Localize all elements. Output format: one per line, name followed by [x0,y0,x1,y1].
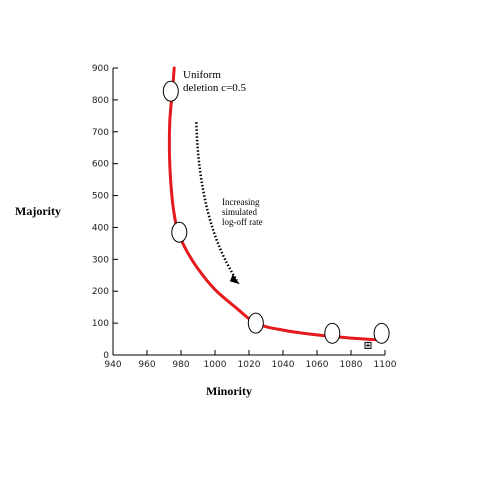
x-tick-label: 980 [172,360,189,370]
arrow-head [229,274,240,285]
data-point-marker [171,221,188,243]
data-point-marker [247,312,264,334]
y-tick-label: 600 [92,160,109,170]
x-tick-label: 1060 [306,360,329,370]
y-ticks: 0 100 200 300 400 500 600 700 800 900 [92,64,118,361]
data-point-marker [324,322,341,344]
y-tick-label: 0 [103,351,109,361]
annotation-uniform: Uniform deletion c=0.5 [183,69,247,94]
y-tick-label: 400 [92,223,109,233]
y-tick-label: 800 [92,96,109,106]
marker-group [162,80,390,344]
square-marker [364,341,372,349]
annotation-increasing: Increasing simulated log-off rate [222,197,263,227]
x-axis-title: Minority [206,384,252,398]
annotation-increasing-line-3: log-off rate [222,217,263,227]
x-tick-label: 1020 [238,360,261,370]
series-line [167,66,384,342]
annotation-increasing-line-2: simulated [222,207,257,217]
x-ticks: 940 960 980 1000 1020 1040 1060 1080 1100 [104,350,397,370]
annotation-uniform-line-2: deletion c=0.5 [183,82,247,94]
y-tick-label: 100 [92,319,109,329]
x-tick-label: 960 [138,360,155,370]
x-tick-label: 1080 [340,360,363,370]
x-tick-label: 1000 [204,360,227,370]
dotted-arrow [195,122,240,285]
data-point-marker [162,80,179,102]
y-tick-label: 500 [92,192,109,202]
y-tick-label: 700 [92,128,109,138]
annotation-increasing-line-1: Increasing [222,197,260,207]
x-tick-label: 1100 [374,360,397,370]
y-tick-label: 200 [92,287,109,297]
data-point-marker [373,322,390,344]
y-tick-label: 300 [92,255,109,265]
annotation-uniform-line-1: Uniform [183,69,221,81]
y-axis-title: Majority [15,204,61,218]
x-tick-label: 940 [104,360,121,370]
x-tick-label: 1040 [272,360,295,370]
y-tick-label: 900 [92,64,109,74]
